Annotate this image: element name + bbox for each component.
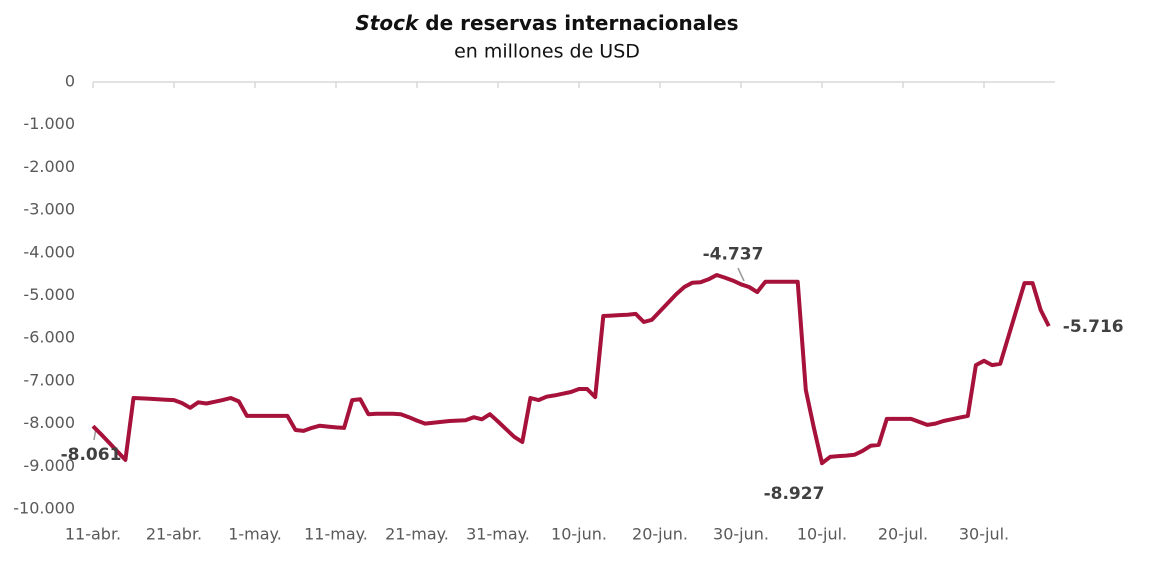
data-label: -5.716 [1063, 317, 1124, 337]
x-tick-label: 30-jun. [713, 525, 769, 544]
x-tick-label: 20-jun. [632, 525, 688, 544]
title-rest: de reservas internacionales [425, 11, 738, 35]
y-tick-label: -10.000 [13, 499, 75, 518]
x-tick-label: 1-may. [228, 525, 282, 544]
x-tick-label: 11-abr. [65, 525, 121, 544]
data-line [91, 273, 1051, 466]
y-tick-label: -4.000 [23, 242, 75, 261]
x-tick-label: 30-jul. [959, 525, 1009, 544]
chart-subtitle: en millones de USD [454, 41, 640, 63]
data-label: -8.061 [61, 445, 122, 465]
x-tick-label: 20-jul. [878, 525, 928, 544]
y-tick-label: -5.000 [23, 285, 75, 304]
x-tick-label: 10-jul. [797, 525, 847, 544]
x-tick-label: 21-may. [385, 525, 449, 544]
x-tick-label: 11-may. [304, 525, 368, 544]
leader-line [737, 267, 745, 282]
y-tick-label: -3.000 [23, 200, 75, 219]
data-label: -8.927 [764, 484, 825, 504]
y-tick-label: -7.000 [23, 370, 75, 389]
y-tick-label: -2.000 [23, 157, 75, 176]
y-tick-label: -8.000 [23, 413, 75, 432]
y-tick-label: -6.000 [23, 328, 75, 347]
y-tick-label: -1.000 [23, 114, 75, 133]
y-tick-label: -9.000 [23, 456, 75, 475]
x-tick-label: 10-jun. [551, 525, 607, 544]
x-tick-label: 31-may. [466, 525, 530, 544]
y-tick-label: 0 [65, 72, 75, 91]
data-label: -4.737 [703, 244, 764, 264]
title-italic: Stock [355, 11, 420, 35]
chart-title: Stock de reservas internacionales [355, 11, 738, 35]
x-tick-label: 21-abr. [146, 525, 202, 544]
